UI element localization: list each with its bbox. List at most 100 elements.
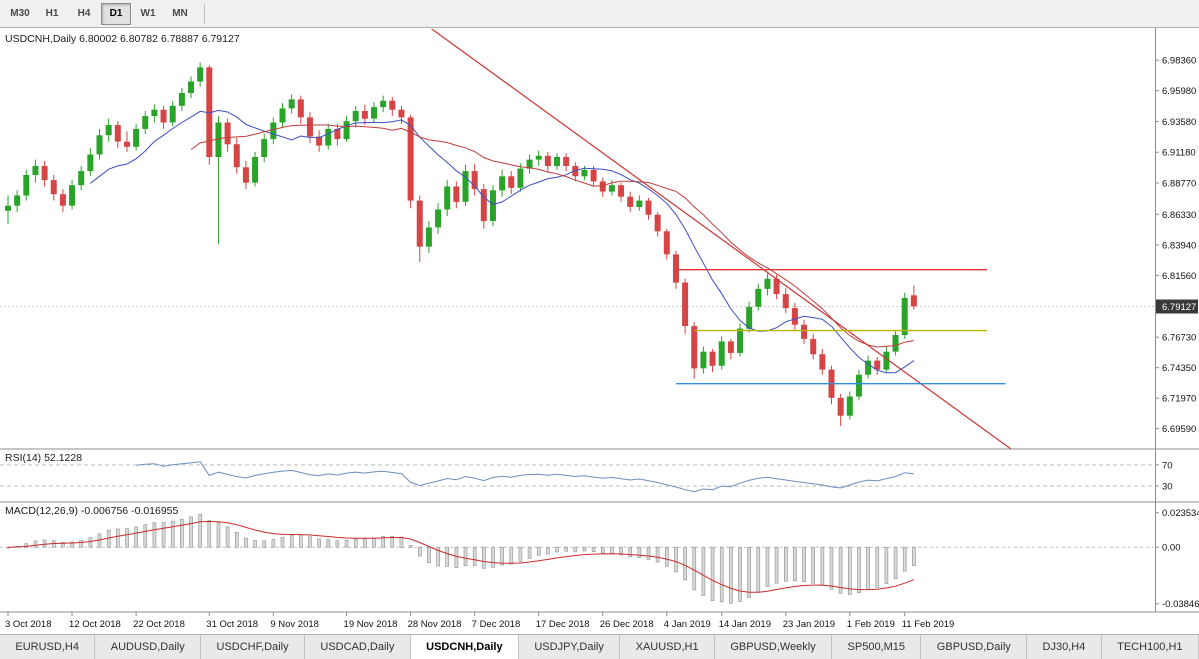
candle-body: [801, 324, 808, 339]
macd-histogram-bar: [198, 513, 202, 548]
macd-histogram-bar: [390, 535, 395, 548]
candle-body: [334, 128, 341, 140]
candle-body: [425, 227, 432, 247]
candle-body: [791, 308, 798, 325]
macd-histogram-bar: [353, 538, 358, 548]
candle-body: [288, 99, 295, 109]
current-price-badge-text: 6.79127: [1162, 302, 1196, 313]
macd-histogram-bar: [88, 537, 93, 548]
date-axis-label: 7 Dec 2018: [472, 619, 521, 630]
tab-usdcnh-daily[interactable]: USDCNH,Daily: [410, 635, 519, 659]
candle-body: [169, 105, 176, 123]
macd-histogram-bar: [262, 540, 267, 548]
macd-histogram-bar: [564, 546, 568, 552]
macd-histogram-bar: [610, 546, 614, 554]
candle-body: [691, 326, 698, 369]
macd-histogram-bar: [161, 522, 166, 548]
macd-histogram-bar: [280, 537, 285, 548]
candle-body: [608, 185, 615, 192]
candle-body: [206, 67, 213, 157]
date-axis-label: 3 Oct 2018: [5, 619, 51, 630]
macd-histogram-bar: [253, 540, 257, 548]
timeframe-d1[interactable]: D1: [101, 2, 131, 25]
candle-body: [782, 294, 789, 309]
candle-body: [123, 141, 130, 147]
macd-histogram-bar: [838, 546, 843, 594]
candle-body: [819, 354, 826, 370]
candle-body: [645, 200, 652, 215]
candle-body: [5, 205, 11, 211]
timeframe-m30[interactable]: M30: [10, 8, 30, 19]
tab-gbpusd-weekly[interactable]: GBPUSD,Weekly: [714, 635, 833, 659]
descending-trendline[interactable]: [411, 28, 1015, 452]
tab-dj30-h4[interactable]: DJ30,H4: [1027, 635, 1102, 659]
candle-body: [462, 171, 469, 202]
macd-histogram-bar: [289, 534, 294, 548]
tab-usdchf-daily[interactable]: USDCHF,Daily: [201, 635, 306, 659]
chart-area[interactable]: 6.98360 6.95980 6.93580 6.91180 6.88770 6.863…: [0, 28, 1199, 634]
macd-axis-label: 0.023534: [1162, 508, 1199, 519]
candle-body: [755, 288, 762, 307]
macd-histogram-bar: [500, 546, 504, 566]
macd-histogram-bar: [674, 546, 678, 573]
tab-tech100-h1[interactable]: TECH100,H1: [1101, 635, 1199, 659]
macd-histogram-bar: [573, 546, 578, 552]
price-axis-label: 6.88770: [1162, 179, 1196, 190]
macd-histogram-bar: [683, 546, 687, 581]
candle-body: [188, 81, 194, 93]
macd-histogram-bar: [427, 546, 431, 564]
macd-histogram-bar: [719, 546, 724, 603]
timeframe-mn[interactable]: MN: [172, 8, 188, 19]
macd-histogram-bar: [619, 546, 623, 556]
candle-body: [590, 169, 597, 182]
price-axis-label: 6.98360: [1162, 56, 1196, 67]
price-axis-label: 6.93580: [1162, 117, 1196, 128]
macd-histogram-bar: [79, 539, 83, 548]
timeframe-h1[interactable]: H1: [45, 8, 59, 19]
tab-gbpusd-daily[interactable]: GBPUSD,Daily: [921, 635, 1028, 659]
date-axis-label: 14 Jan 2019: [719, 619, 771, 630]
tab-usdcad-daily[interactable]: USDCAD,Daily: [305, 635, 411, 659]
tab-eurusd-h4[interactable]: EURUSD,H4: [0, 635, 96, 659]
date-axis-label: 22 Oct 2018: [133, 619, 185, 630]
macd-histogram-bar: [170, 520, 175, 548]
macd-histogram-bar: [481, 546, 486, 569]
macd-axis-label: 0.00: [1162, 543, 1181, 554]
macd-histogram-bar: [692, 546, 697, 591]
macd-histogram-bar: [646, 546, 651, 560]
candle-body: [215, 122, 222, 158]
tab-sp500-m15[interactable]: SP500,M15: [832, 635, 922, 659]
candle-body: [133, 128, 140, 147]
tab-audusd-daily[interactable]: AUDUSD,Daily: [95, 635, 202, 659]
candle-body: [846, 396, 853, 416]
macd-histogram-bar: [363, 538, 367, 548]
macd-axis-label: -0.038466: [1162, 599, 1199, 610]
candle-body: [718, 341, 725, 366]
macd-indicator-label: MACD(12,26,9) -0.006756 -0.016955: [5, 505, 179, 517]
symbol-tabbar: EURUSD,H4 AUDUSD,Daily USDCHF,Daily USDC…: [0, 634, 1199, 659]
macd-histogram-bar: [555, 546, 559, 553]
candle-body: [682, 282, 689, 326]
tab-usdjpy-daily[interactable]: USDJPY,Daily: [518, 635, 621, 659]
candle-body: [764, 278, 771, 289]
timeframe-w1[interactable]: W1: [140, 8, 156, 19]
tab-xauusd-h1[interactable]: XAUUSD,H1: [620, 635, 715, 659]
candle-body: [87, 154, 94, 172]
candle-body: [901, 297, 908, 335]
price-axis-label: 6.71970: [1162, 394, 1196, 405]
macd-histogram-bar: [793, 546, 797, 582]
macd-histogram-bar: [546, 546, 550, 555]
timeframe-h4[interactable]: H4: [77, 8, 91, 19]
price-axis-label: 6.76730: [1162, 333, 1196, 344]
date-axis-label: 17 Dec 2018: [536, 619, 590, 630]
date-axis-label: 28 Nov 2018: [408, 619, 462, 630]
macd-histogram-bar: [811, 546, 816, 584]
macd-histogram-bar: [33, 540, 38, 548]
macd-histogram-bar: [244, 537, 248, 548]
current-price-badge: [1156, 299, 1198, 314]
macd-histogram-bar: [829, 546, 834, 590]
candle-body: [489, 190, 496, 221]
macd-histogram-bar: [317, 538, 321, 548]
macd-histogram-bar: [143, 524, 148, 548]
candle-body: [435, 209, 442, 228]
